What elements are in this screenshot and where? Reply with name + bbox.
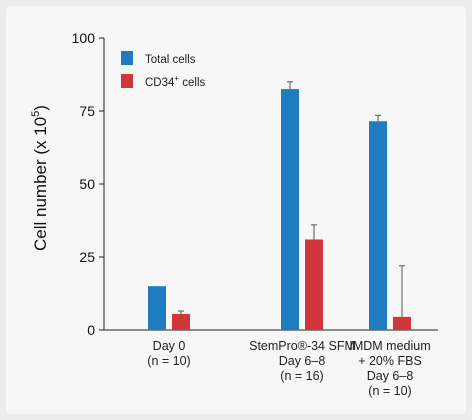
legend-swatch-total-cells <box>121 51 133 65</box>
y-tick-label: 0 <box>87 322 95 338</box>
bar <box>393 316 411 330</box>
bar <box>172 313 190 330</box>
legend: Total cells CD34+ cells <box>121 51 206 89</box>
x-category-label: IMDM medium + 20% FBS Day 6–8 (n = 10) <box>349 339 430 398</box>
legend-swatch-cd34-cells <box>121 74 133 88</box>
legend-label-cd34-cells: CD34+ cells <box>145 74 206 89</box>
bar-chart: Cell number (x 105) 0 25 50 75 100 Day 0 (n =… <box>30 30 438 398</box>
bar <box>369 121 387 330</box>
x-category-label: Day 0 (n = 10) <box>147 339 190 368</box>
chart-panel: Cell number (x 105) 0 25 50 75 100 Day 0 (n =… <box>6 6 466 414</box>
y-axis-label: Cell number (x 105) <box>30 105 50 251</box>
x-category-label: StemPro®-34 SFM Day 6–8 (n = 16) <box>249 339 355 383</box>
bar <box>305 239 323 330</box>
y-tick-label: 75 <box>79 103 95 119</box>
bar <box>281 89 299 330</box>
y-tick-label: 25 <box>79 249 95 265</box>
legend-label-total-cells: Total cells <box>145 54 196 66</box>
y-tick-label: 100 <box>72 30 96 46</box>
bar <box>148 286 166 330</box>
y-tick-label: 50 <box>79 176 95 192</box>
